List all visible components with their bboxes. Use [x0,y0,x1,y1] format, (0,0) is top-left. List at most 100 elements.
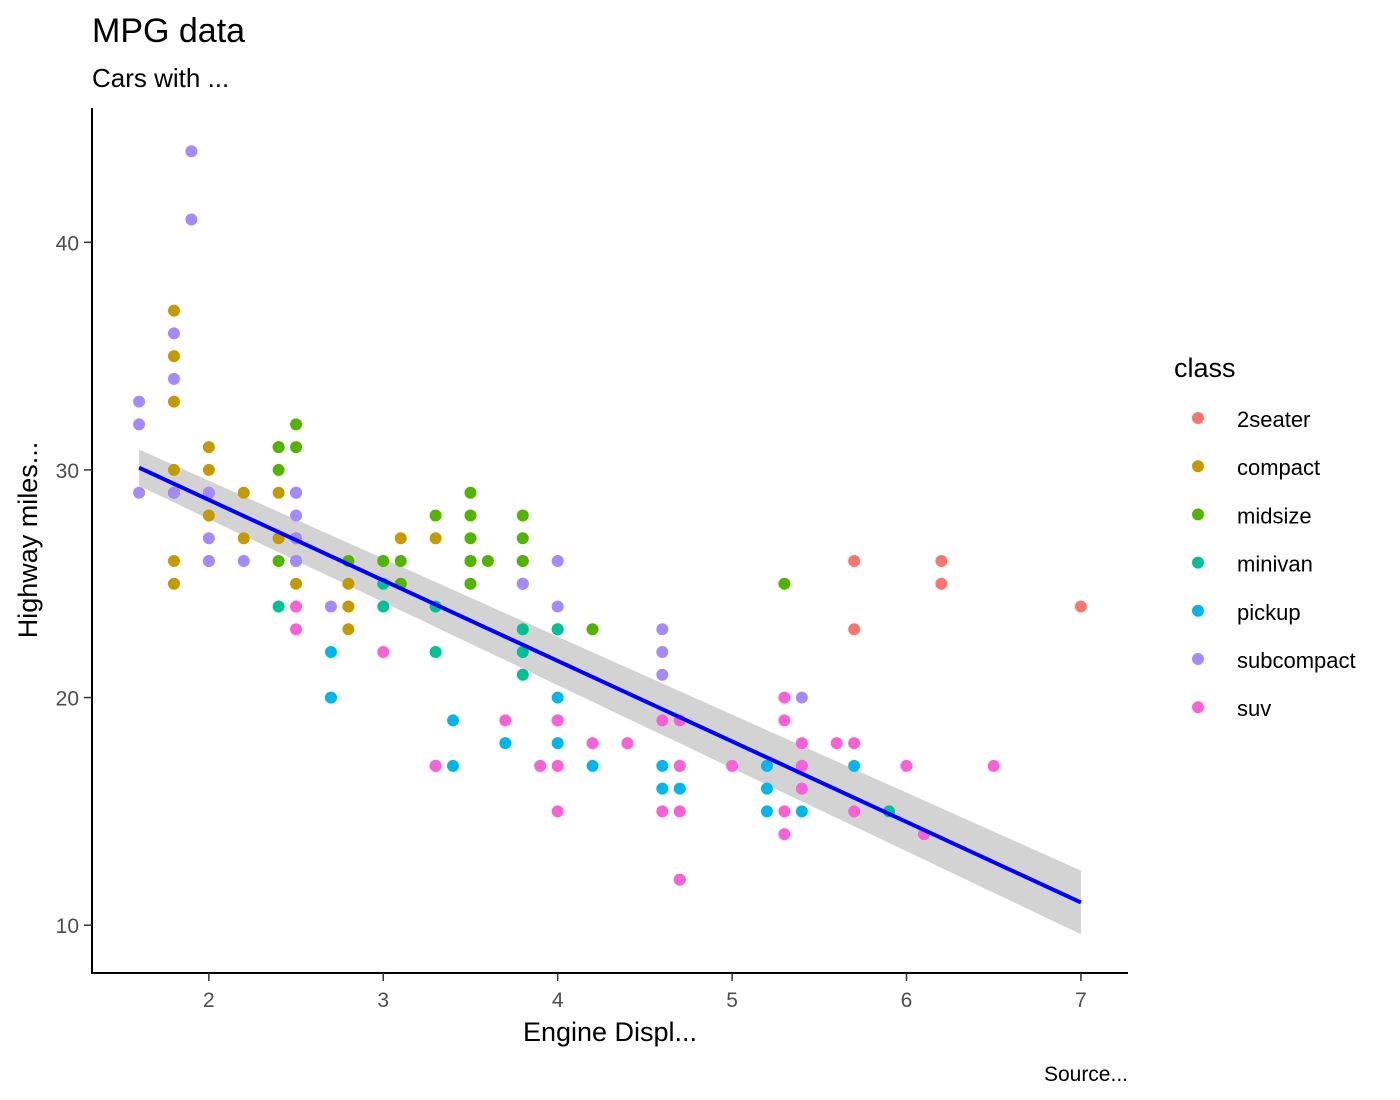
data-point-2seater [1074,600,1087,613]
data-point-suv [586,737,599,750]
data-point-2seater [848,554,861,567]
data-point-midsize [586,623,599,636]
regression-line [138,465,1082,905]
data-point-subcompact [237,554,250,567]
data-point-pickup [795,805,808,818]
y-tick-label: 10 [56,915,79,938]
data-point-midsize [464,532,477,545]
data-point-midsize [290,441,303,454]
data-point-subcompact [133,395,146,408]
data-point-compact [342,623,355,636]
legend-key-pickup [1192,604,1204,617]
data-point-midsize [290,418,303,431]
data-point-compact [342,577,355,590]
legend-key-minivan [1192,556,1204,569]
data-point-subcompact [324,600,337,613]
legend-label-subcompact: subcompact [1237,648,1356,673]
data-point-suv [900,759,913,772]
data-point-pickup [324,646,337,659]
x-tick-label: 4 [552,989,564,1012]
data-point-midsize [516,509,529,522]
data-point-suv [848,805,861,818]
data-point-pickup [848,759,861,772]
legend-label-2seater: 2seater [1237,407,1310,432]
data-point-subcompact [656,646,669,659]
data-point-minivan [516,623,529,636]
data-point-subcompact [290,509,303,522]
data-point-compact [202,441,215,454]
data-point-subcompact [656,623,669,636]
data-point-pickup [586,759,599,772]
data-point-midsize [272,463,285,476]
data-point-suv [290,600,303,613]
data-point-2seater [935,577,948,590]
data-point-suv [795,737,808,750]
data-point-midsize [272,441,285,454]
legend-label-pickup: pickup [1237,600,1301,625]
data-point-pickup [447,759,460,772]
data-point-suv [499,714,512,727]
data-point-compact [167,463,180,476]
x-tick-label: 2 [203,989,215,1012]
data-point-minivan [377,600,390,613]
data-point-subcompact [185,145,198,158]
data-point-subcompact [290,486,303,499]
data-point-compact [167,395,180,408]
y-tick-label: 20 [56,688,79,711]
legend-key-suv [1192,701,1204,714]
data-point-suv [551,759,564,772]
data-point-suv [848,737,861,750]
y-tick-label: 30 [56,460,79,483]
data-point-suv [726,759,739,772]
data-point-suv [534,759,547,772]
data-point-suv [377,646,390,659]
data-point-subcompact [167,372,180,385]
legend-label-suv: suv [1237,696,1271,721]
data-point-minivan [551,623,564,636]
data-point-compact [342,600,355,613]
x-tick-label: 7 [1075,989,1087,1012]
data-point-midsize [377,554,390,567]
data-point-compact [237,486,250,499]
legend-key-2seater [1192,412,1204,424]
data-point-compact [167,304,180,317]
data-point-pickup [673,782,686,795]
y-tick-label: 40 [56,232,79,255]
data-point-midsize [481,554,494,567]
data-point-compact [394,532,407,545]
data-point-subcompact [133,418,146,431]
data-point-minivan [429,646,442,659]
legend-key-midsize [1192,508,1204,521]
caption: Source... [1044,1063,1128,1086]
chart-title: MPG data [92,12,245,50]
data-point-compact [167,554,180,567]
legend-label-midsize: midsize [1237,503,1312,528]
y-axis-ticks: 10 20 30 40 [56,232,92,938]
legend-label-compact: compact [1237,455,1320,480]
data-point-minivan [516,646,529,659]
data-point-midsize [516,554,529,567]
data-point-subcompact [551,600,564,613]
data-point-subcompact [795,691,808,704]
data-point-suv [656,714,669,727]
data-point-suv [656,805,669,818]
data-point-subcompact [202,554,215,567]
data-point-subcompact [202,532,215,545]
data-point-midsize [429,509,442,522]
data-point-suv [621,737,634,750]
x-axis-title: Engine Displ... [523,1017,697,1047]
data-point-midsize [464,554,477,567]
data-point-subcompact [656,668,669,681]
data-point-compact [202,463,215,476]
legend-title: class [1174,353,1236,383]
data-point-midsize [778,577,791,590]
data-point-subcompact [202,486,215,499]
data-point-suv [290,623,303,636]
data-point-suv [830,737,843,750]
data-point-midsize [464,577,477,590]
data-point-pickup [760,805,773,818]
y-axis-title: Highway miles... [13,442,43,639]
data-point-suv [778,691,791,704]
legend: class 2seater compact midsize minivan pickup… [1174,353,1356,721]
